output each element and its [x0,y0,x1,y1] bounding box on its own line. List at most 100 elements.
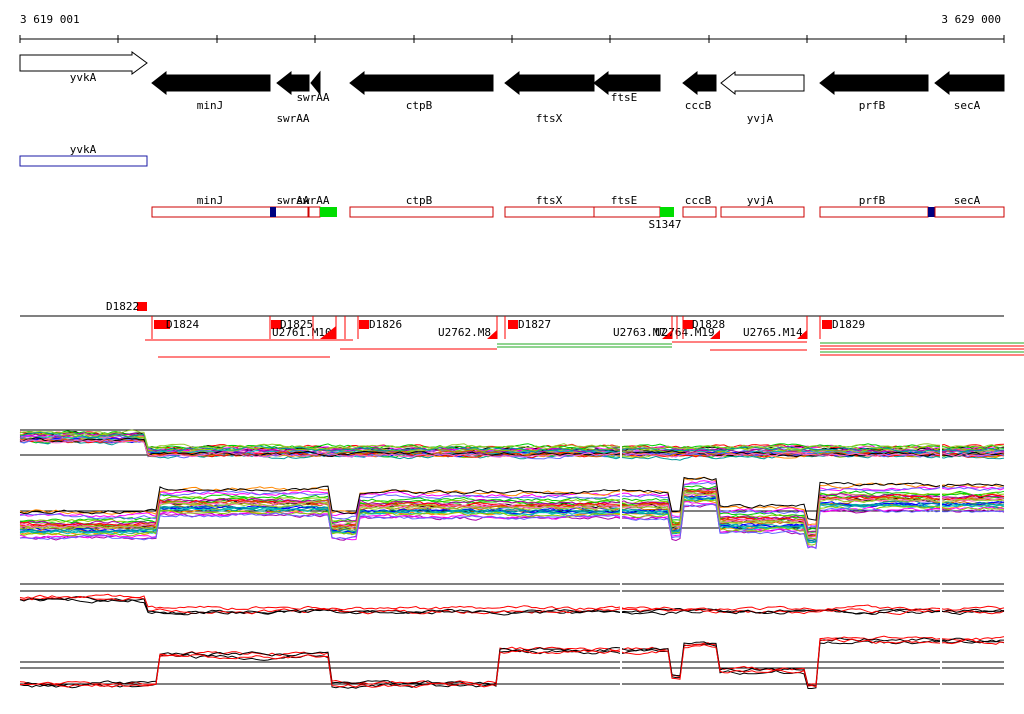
gene-label-yvjA: yvjA [747,112,774,125]
feature-marker-D1829[interactable] [822,320,832,329]
feature-label-D1824: D1824 [166,318,199,331]
feature-flag-U2765[interactable] [797,330,807,339]
sample-profile-upper [19,439,1005,458]
box-secA[interactable] [934,206,1005,218]
feature-marker-D1828[interactable] [683,320,693,329]
sample-profile-lower [19,489,1005,535]
feature-flag-U2763[interactable] [662,330,672,339]
marker-blue-swrAA [270,207,276,217]
gene-label-ftsE: ftsE [611,91,638,104]
feature-label-U2764: U2764.M19 [655,326,715,339]
feature-label-D1828: D1828 [692,318,725,331]
sample-profile-lower [19,487,1005,534]
gene-label-yvkA: yvkA [70,71,97,84]
box-label-minJ: minJ [197,194,224,207]
gene-arrow-prfB[interactable] [819,70,929,96]
gene-label-ctpB: ctpB [406,99,433,112]
feature-marker-D1827[interactable] [508,320,518,329]
box-label-yvjA: yvjA [747,194,774,207]
feature-label-D1825: D1825 [280,318,313,331]
feature-marker-D1822[interactable] [137,302,147,311]
sample-profile-lower [19,495,1005,543]
gene-arrow-swrAA-1[interactable] [276,70,310,96]
gene-arrow-ftsE[interactable] [593,70,661,96]
sample-profile-lower [19,481,1005,529]
box-prfB[interactable] [819,206,929,218]
gene-arrow-yvkA[interactable] [19,51,148,75]
box-ctpB[interactable] [349,206,494,218]
feature-label-U2762: U2762.M8 [438,326,491,339]
feature-label-D1822: D1822 [106,300,139,313]
profile-gap [620,428,622,540]
summary-profile-lower [19,635,1005,686]
box-label-ctpB: ctpB [406,194,433,207]
marker-green-swrAA [320,207,337,217]
gene-arrow-swrAA-2[interactable] [310,70,321,96]
sample-profile-lower [19,490,1005,540]
summary-profile-lower [19,637,1004,687]
feature-flag-U2761[interactable] [320,326,336,339]
box-ftsE[interactable] [593,206,661,218]
box-annotation-S1347: S1347 [648,218,681,231]
gene-arrow-ctpB[interactable] [349,70,494,96]
coverage-lines [145,339,1024,358]
box-minJ[interactable] [151,206,309,218]
feature-flag-U2762[interactable] [487,330,497,339]
feature-label-D1827: D1827 [518,318,551,331]
feature-marker-D1825[interactable] [271,320,281,329]
sample-profile-lower [19,503,1005,550]
box-label-ftsX: ftsX [536,194,563,207]
sample-profile-upper [19,430,1005,450]
gene-label-minJ: minJ [197,99,224,112]
multi-sample-profiles [19,428,1005,550]
feature-flag-U2764[interactable] [710,330,720,339]
upper-box-track: yvkA [19,143,148,167]
gene-arrows-track: yvkA minJ swrAA swrAA ctpB ftsX ftsE ccc… [19,51,1005,125]
summary-profile-upper [19,596,1005,616]
feature-marker-D1824[interactable] [154,320,170,329]
box-cccB[interactable] [682,206,717,218]
gene-label-prfB: prfB [859,99,886,112]
box-label-ftsE: ftsE [611,194,638,207]
feature-marker-D1826[interactable] [359,320,369,329]
gene-label-cccB: cccB [685,99,712,112]
gene-arrow-secA[interactable] [934,70,1005,96]
gene-label-swrAA-2: swrAA [296,91,329,104]
gene-arrow-cccB[interactable] [682,70,717,96]
sample-profile-lower [19,495,1005,541]
gene-arrow-minJ[interactable] [151,70,271,96]
feature-label-D1829: D1829 [832,318,865,331]
sample-profile-lower [19,493,1005,538]
box-label-swrAA-2: swrAA [296,194,329,207]
box-swrAA[interactable] [308,206,321,218]
sample-profile-lower [19,487,1005,533]
box-label-swrAA-1: swrAA [276,194,309,207]
sample-profile-upper [19,429,1005,450]
gene-arrow-ftsX[interactable] [504,70,595,96]
marker-blue-prfB [928,207,935,217]
sample-profile-lower [19,476,1005,526]
box-label-yvkA: yvkA [70,143,97,156]
sample-profile-upper [19,438,1005,460]
ruler-ticks [19,35,1005,43]
feature-label-U2763: U2763.M7 [613,326,666,339]
summary-profile-lower [19,638,1005,689]
sample-profile-lower [19,498,1005,546]
box-yvkA[interactable] [19,155,148,167]
ruler-start-label: 3 619 001 [20,13,80,26]
ruler-end-label: 3 629 000 [941,13,1001,26]
gene-label-swrAA-1: swrAA [276,112,309,125]
box-yvjA[interactable] [720,206,805,218]
feature-label-U2761: U2761.M10 [272,326,332,339]
feature-label-D1826: D1826 [369,318,402,331]
box-label-cccB: cccB [685,194,712,207]
gene-label-secA: secA [954,99,981,112]
sample-profile-upper [19,431,1005,453]
box-ftsX[interactable] [504,206,595,218]
sample-profile-lower [19,500,1005,549]
profile-gap [940,580,942,690]
sample-profile-lower [19,476,1005,521]
gene-arrow-yvjA[interactable] [720,70,805,96]
feature-track: D1822 D1824 D1825 U2761.M10 D1826 U2762.… [20,300,1024,358]
